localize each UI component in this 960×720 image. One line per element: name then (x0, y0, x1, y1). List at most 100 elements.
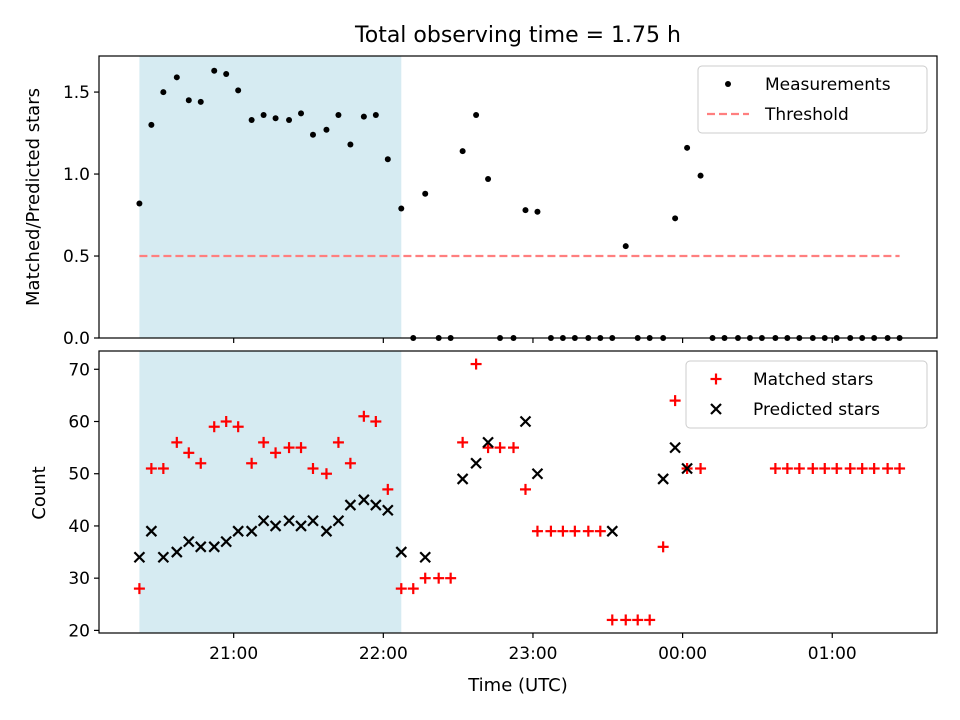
predicted-star-marker (681, 462, 693, 475)
predicted-star-marker (370, 499, 382, 511)
matched-star-marker (831, 463, 843, 474)
measurement-point (534, 208, 541, 215)
matched-star-marker (283, 442, 295, 454)
matched-star-marker (145, 463, 157, 474)
measurement-point (272, 115, 279, 122)
top-panel: 0.0 0.5 1.0 1.5 Measurements Threshold (63, 55, 938, 349)
predicted-star-marker (283, 514, 295, 527)
measurement-point (185, 97, 192, 104)
predicted-star-marker (358, 494, 370, 506)
matched-star-marker (894, 463, 906, 474)
legend-measurements-marker (725, 81, 731, 87)
predicted-star-marker (171, 546, 183, 558)
predicted-star-marker (307, 514, 319, 527)
measurement-point (672, 215, 679, 222)
matched-star-marker (695, 463, 707, 474)
predicted-marker-b (482, 436, 494, 449)
predicted-marker-b (269, 520, 282, 532)
matched-star-marker (407, 583, 419, 595)
measurement-point (473, 112, 480, 119)
bottom-axes-frame (98, 350, 938, 634)
predicted-marker-b (358, 494, 370, 506)
predicted-star-marker (419, 551, 431, 564)
predicted-star-marker (531, 467, 544, 480)
predicted-marker-b (208, 541, 221, 553)
measurement-point (136, 200, 143, 207)
predicted-marker-b (395, 546, 408, 558)
matched-star-marker (208, 421, 220, 433)
predicted-star-marker (606, 525, 619, 537)
predicted-marker-b (145, 525, 158, 537)
measurement-point (160, 89, 167, 96)
matched-star-marker (232, 421, 244, 433)
predicted-marker-b (220, 535, 232, 548)
predicted-star-marker (220, 535, 232, 548)
measurement-point (335, 112, 342, 119)
matched-star-marker (171, 436, 183, 448)
legend-predicted-marker (710, 403, 722, 415)
matched-star-marker (657, 541, 669, 553)
matched-star-marker (358, 410, 370, 422)
measurement-point (398, 205, 405, 212)
measurement-point (485, 175, 492, 182)
top-y-tick-label: 1.0 (63, 165, 90, 185)
legend-label: Threshold (764, 105, 849, 125)
predicted-marker-b (133, 551, 146, 564)
predicted-star-marker (269, 520, 282, 532)
predicted-marker-b (232, 525, 244, 537)
matched-star-marker (344, 457, 356, 469)
predicted-marker-b (295, 520, 307, 532)
matched-star-marker (769, 463, 781, 474)
predicted-marker-b (681, 462, 693, 475)
measurement-point (309, 131, 316, 138)
predicted-star-marker (482, 436, 494, 449)
top-shaded-region (139, 56, 402, 338)
matched-star-marker (644, 614, 656, 626)
legend-predicted-b (710, 403, 722, 415)
x-tick-label: 23:00 (508, 644, 557, 664)
measurement-point (360, 113, 367, 120)
measurement-point (211, 67, 218, 74)
predicted-star-marker (519, 415, 532, 428)
top-y-tick-label: 0.5 (63, 247, 90, 267)
predicted-star-marker (332, 514, 345, 527)
top-legend: Measurements Threshold (697, 65, 928, 134)
measurement-point (622, 243, 629, 250)
matched-star-marker (868, 463, 880, 474)
matched-star-marker (157, 463, 169, 474)
matched-star-marker (133, 583, 145, 595)
matched-star-marker (819, 463, 831, 474)
bottom-y-tick-label: 20 (68, 621, 90, 641)
matched-star-marker (669, 395, 681, 407)
matched-star-marker (508, 442, 520, 454)
predicted-marker-b (183, 535, 195, 548)
matched-star-marker (433, 572, 445, 584)
measurement-point (260, 112, 267, 119)
predicted-marker-b (332, 514, 345, 527)
predicted-marker-b (519, 415, 532, 428)
predicted-star-marker (257, 514, 270, 527)
top-y-tick-label: 1.5 (63, 83, 90, 103)
matched-star-marker (557, 525, 569, 537)
predicted-marker-b (245, 525, 258, 537)
predicted-marker-b (382, 504, 394, 517)
matched-star-marker (793, 463, 805, 474)
predicted-marker-b (320, 525, 333, 537)
predicted-star-marker (320, 525, 333, 537)
matched-star-marker (220, 416, 232, 427)
measurement-point (148, 121, 155, 128)
top-y-axis-label: Matched/Predicted stars (23, 88, 44, 306)
top-y-tick-label: 0.0 (63, 329, 90, 349)
measurement-point (384, 156, 391, 163)
predicted-marker-b (370, 499, 382, 511)
predicted-marker-b (344, 499, 357, 511)
legend-label: Measurements (765, 75, 891, 95)
matched-star-marker (582, 525, 594, 537)
predicted-star-marker (232, 525, 244, 537)
bottom-y-tick-label: 60 (68, 413, 90, 433)
legend-box (697, 65, 928, 134)
predicted-marker-b (470, 457, 482, 470)
matched-star-marker (270, 447, 282, 459)
matched-star-marker (295, 442, 307, 454)
